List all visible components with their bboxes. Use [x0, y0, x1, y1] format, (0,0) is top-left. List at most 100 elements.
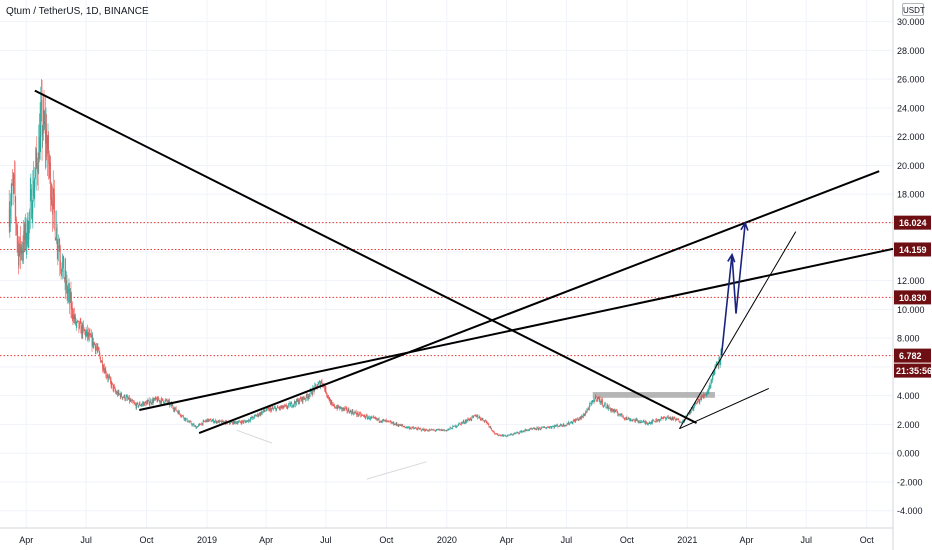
candle	[437, 428, 439, 430]
candle	[482, 417, 483, 421]
candle	[67, 285, 68, 304]
candle	[700, 396, 701, 401]
candle-body	[431, 429, 433, 430]
candle	[664, 416, 666, 419]
candle	[40, 86, 42, 153]
candle	[466, 419, 468, 422]
candle-body	[633, 419, 635, 421]
candle	[173, 406, 174, 413]
candle	[275, 407, 277, 413]
candle-body	[587, 408, 589, 410]
candle	[359, 412, 360, 416]
candle-body	[547, 427, 549, 428]
candle-body	[603, 405, 605, 406]
candle	[327, 395, 329, 399]
candle-body	[681, 422, 682, 424]
candle	[290, 401, 292, 405]
candle	[435, 429, 436, 432]
candle-body	[329, 399, 331, 401]
candle-body	[530, 428, 532, 430]
candle	[602, 397, 603, 407]
candle-body	[645, 422, 647, 424]
candle-body	[54, 213, 56, 239]
candle	[543, 426, 544, 429]
candle	[498, 435, 500, 437]
candle	[589, 402, 590, 411]
candle	[436, 428, 438, 431]
trendline	[139, 247, 894, 412]
trendline	[679, 231, 797, 429]
candle-body	[572, 421, 574, 424]
candle	[445, 430, 447, 432]
candle-body	[229, 423, 231, 424]
candle	[593, 397, 594, 403]
candle-body	[113, 386, 114, 390]
candle	[393, 423, 395, 426]
candle	[516, 431, 518, 434]
currency-button[interactable]: USDT	[902, 3, 925, 16]
candle	[285, 403, 287, 407]
candle-body	[311, 394, 313, 395]
candle-body	[546, 427, 548, 429]
candle	[641, 421, 643, 423]
candle-body	[165, 400, 166, 401]
candle-body	[493, 431, 494, 432]
candle	[233, 420, 235, 425]
candle	[699, 397, 701, 405]
candle	[181, 415, 183, 418]
candle	[79, 321, 80, 330]
candle-body	[253, 417, 254, 419]
candle-body	[97, 347, 99, 350]
candle	[48, 131, 49, 180]
candle	[444, 429, 446, 431]
candle	[113, 384, 114, 393]
candle	[20, 226, 21, 270]
candle-body	[474, 415, 475, 417]
candle	[633, 418, 635, 421]
candle	[172, 403, 174, 410]
candle-body	[638, 420, 640, 422]
candle	[114, 383, 115, 389]
candle	[662, 416, 664, 421]
candle-body	[282, 407, 284, 409]
candle	[397, 424, 398, 427]
candle-body	[342, 407, 344, 410]
candle-body	[100, 356, 101, 363]
candle	[575, 418, 577, 421]
candle	[566, 424, 567, 427]
candle-body	[505, 434, 506, 436]
candle	[547, 426, 549, 429]
candle-body	[425, 429, 427, 432]
candle-body	[487, 423, 489, 425]
candle	[527, 429, 528, 432]
candle	[102, 356, 103, 373]
candle	[545, 427, 546, 429]
y-tick-label: -2.000	[897, 477, 923, 487]
candle-body	[669, 417, 671, 419]
candle	[678, 418, 680, 422]
candle	[597, 396, 598, 402]
candle-body	[172, 405, 174, 408]
candle-body	[573, 420, 574, 422]
candle-body	[215, 420, 216, 422]
candle-body	[637, 419, 638, 420]
candle	[409, 427, 411, 430]
candle-body	[542, 426, 544, 428]
candle-body	[620, 414, 621, 415]
candle-body	[465, 420, 467, 423]
candle	[555, 425, 557, 427]
candle	[408, 425, 410, 428]
candle	[568, 420, 569, 425]
candle	[269, 406, 271, 411]
candle-body	[123, 395, 125, 398]
candle-body	[234, 421, 236, 422]
candle-body	[476, 414, 477, 417]
candle-body	[132, 400, 134, 402]
candle	[628, 416, 630, 419]
candle-body	[698, 400, 700, 403]
x-tick-label: Jul	[561, 535, 573, 545]
candle-body	[62, 256, 64, 263]
candle	[526, 429, 527, 432]
candle-body	[654, 421, 656, 423]
